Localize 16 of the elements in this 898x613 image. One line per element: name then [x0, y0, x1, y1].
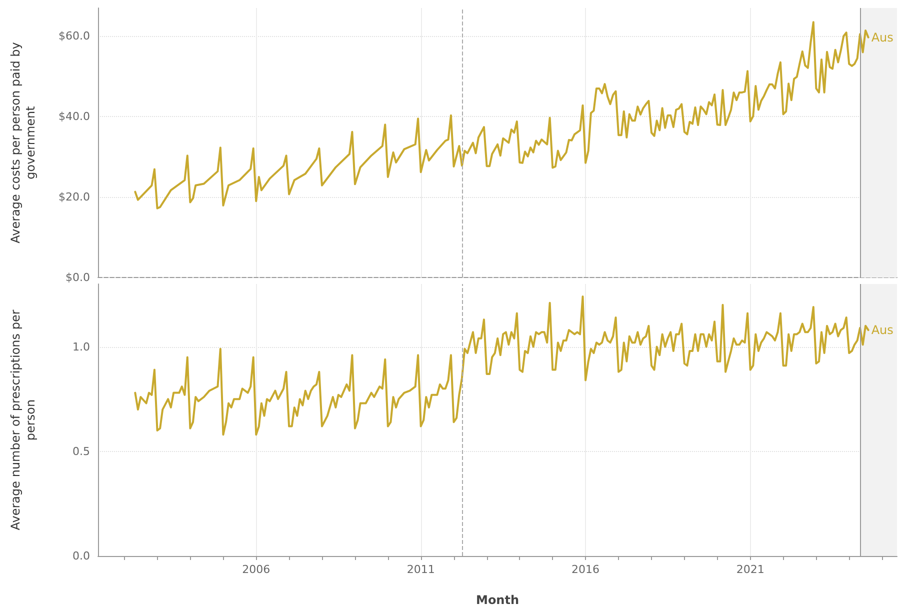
y-tick-label: $0.0 — [66, 271, 90, 284]
x-tick-label: 2006 — [242, 563, 270, 576]
series-label: Aus — [871, 323, 894, 338]
y-axis-title: Average costs per person paid by government — [8, 42, 38, 244]
x-tick-label: 2021 — [736, 563, 764, 576]
y-tick-label: 1.0 — [72, 340, 90, 354]
y-tick-label: 0.0 — [72, 550, 90, 562]
y-tick-label: $60.0 — [58, 30, 90, 43]
x-axis-title: Month — [476, 593, 520, 607]
y-axis-title: Average number of prescriptions per person — [8, 310, 38, 530]
y-tick-label: $20.0 — [58, 190, 90, 204]
series-label: Aus — [871, 30, 894, 44]
x-tick-label: 2016 — [572, 563, 600, 576]
x-tick-label: 2011 — [406, 563, 435, 576]
y-tick-label: 0.5 — [72, 444, 90, 458]
y-tick-label: $40.0 — [58, 110, 90, 124]
